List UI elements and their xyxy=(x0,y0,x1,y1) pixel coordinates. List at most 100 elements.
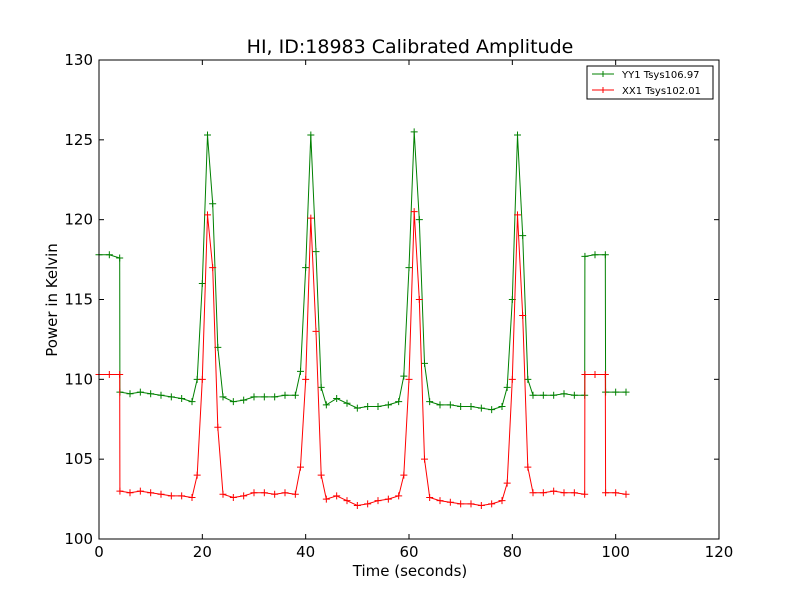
y-tick-label: 120 xyxy=(64,211,93,229)
data-point xyxy=(581,490,589,498)
data-point xyxy=(214,423,222,431)
data-point xyxy=(426,493,434,501)
x-tick-label: 120 xyxy=(705,543,734,561)
series-1 xyxy=(95,208,630,509)
data-point xyxy=(116,254,124,262)
data-point xyxy=(503,383,511,391)
data-point xyxy=(291,490,299,498)
data-point xyxy=(167,492,175,500)
data-point xyxy=(250,393,258,401)
data-point xyxy=(116,371,124,379)
data-point xyxy=(209,200,217,208)
data-point xyxy=(302,375,310,383)
data-point xyxy=(581,371,589,379)
data-point xyxy=(178,394,186,402)
data-point xyxy=(322,401,330,409)
data-point xyxy=(421,455,428,463)
data-point xyxy=(488,406,496,414)
data-point xyxy=(560,489,568,497)
data-point xyxy=(312,248,320,256)
data-point xyxy=(498,402,506,410)
data-point xyxy=(240,492,248,500)
x-tick-label: 100 xyxy=(601,543,630,561)
data-point xyxy=(209,264,217,272)
data-point xyxy=(322,495,330,503)
x-tick-label: 20 xyxy=(193,543,212,561)
data-point xyxy=(204,211,211,219)
data-point xyxy=(204,131,211,139)
data-point xyxy=(219,490,227,498)
y-axis-ticks: 100 105 110 115 120 125 130 xyxy=(64,51,719,548)
legend-marker-yy1 xyxy=(600,71,606,77)
data-point xyxy=(498,497,506,505)
data-point xyxy=(405,375,413,383)
data-point xyxy=(307,214,315,222)
data-point xyxy=(116,487,124,495)
data-point xyxy=(250,489,258,497)
data-point xyxy=(570,489,578,497)
data-point xyxy=(374,402,382,410)
data-point xyxy=(400,372,408,380)
data-point xyxy=(514,211,521,219)
data-point xyxy=(426,398,434,406)
data-point xyxy=(591,251,599,259)
data-point xyxy=(519,311,527,319)
data-point xyxy=(333,492,341,500)
data-point xyxy=(317,383,325,391)
data-point xyxy=(550,391,558,399)
data-point xyxy=(353,501,361,509)
data-point xyxy=(374,497,382,505)
data-point xyxy=(570,391,578,399)
data-point xyxy=(105,371,113,379)
data-point xyxy=(602,489,610,497)
data-point xyxy=(291,391,299,399)
data-point xyxy=(436,497,444,505)
data-point xyxy=(508,375,516,383)
data-point xyxy=(560,390,568,398)
data-point xyxy=(147,489,155,497)
chart-title: HI, ID:18983 Calibrated Amplitude xyxy=(247,36,574,58)
data-point xyxy=(514,131,521,139)
data-point xyxy=(539,391,547,399)
data-point xyxy=(622,388,630,396)
data-point xyxy=(271,490,279,498)
data-point xyxy=(524,463,532,471)
x-tick-label: 40 xyxy=(296,543,315,561)
data-point xyxy=(188,493,196,501)
series-layer xyxy=(95,128,630,509)
data-point xyxy=(147,390,155,398)
y-tick-label: 100 xyxy=(64,530,93,548)
legend-box xyxy=(586,65,714,100)
x-tick-label: 60 xyxy=(399,543,418,561)
x-tick-label: 80 xyxy=(503,543,522,561)
data-point xyxy=(157,490,165,498)
data-point xyxy=(302,264,310,272)
data-point xyxy=(550,487,558,495)
data-point xyxy=(410,208,418,216)
data-point xyxy=(364,500,372,508)
y-tick-label: 130 xyxy=(64,51,93,69)
data-point xyxy=(126,489,134,497)
x-axis-ticks: 0 20 40 60 80 100 120 xyxy=(94,60,733,561)
data-point xyxy=(229,493,237,501)
legend: YY1 Tsys106.97 XX1 Tsys102.01 xyxy=(586,65,714,100)
data-point xyxy=(529,489,537,497)
data-point xyxy=(539,489,547,497)
data-point xyxy=(457,500,465,508)
data-point xyxy=(240,396,248,404)
data-point xyxy=(395,398,403,406)
data-point xyxy=(421,359,428,367)
plot-area xyxy=(99,60,719,539)
legend-label-yy1: YY1 Tsys106.97 xyxy=(621,70,700,81)
data-point xyxy=(198,280,206,288)
data-point xyxy=(395,492,403,500)
data-point xyxy=(529,391,537,399)
y-axis-label: Power in Kelvin xyxy=(43,243,61,357)
y-tick-label: 105 xyxy=(64,450,93,468)
data-point xyxy=(136,388,144,396)
data-point xyxy=(446,401,454,409)
data-point xyxy=(524,375,532,383)
data-point xyxy=(612,489,620,497)
data-point xyxy=(229,398,237,406)
data-point xyxy=(384,401,392,409)
